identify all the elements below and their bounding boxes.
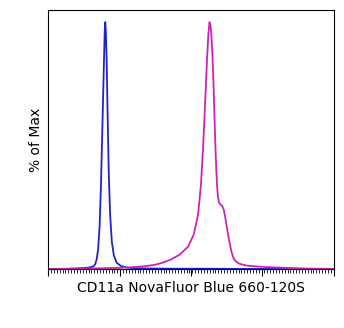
X-axis label: CD11a NovaFluor Blue 660-120S: CD11a NovaFluor Blue 660-120S	[77, 281, 305, 296]
Y-axis label: % of Max: % of Max	[29, 107, 43, 172]
